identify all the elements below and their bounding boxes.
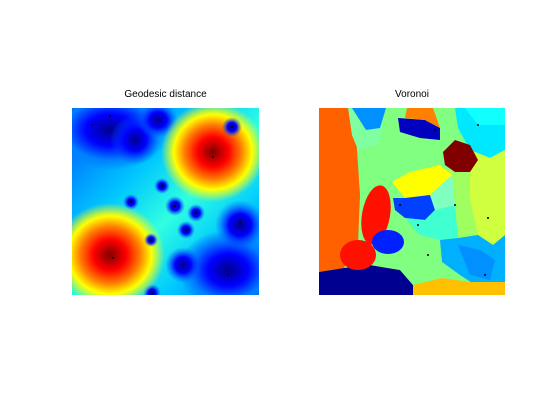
voronoi-image [319,108,505,295]
voronoi-title: Voronoi [395,89,429,100]
geodesic-distance-image [72,108,259,295]
geodesic-distance-title: Geodesic distance [124,89,207,100]
